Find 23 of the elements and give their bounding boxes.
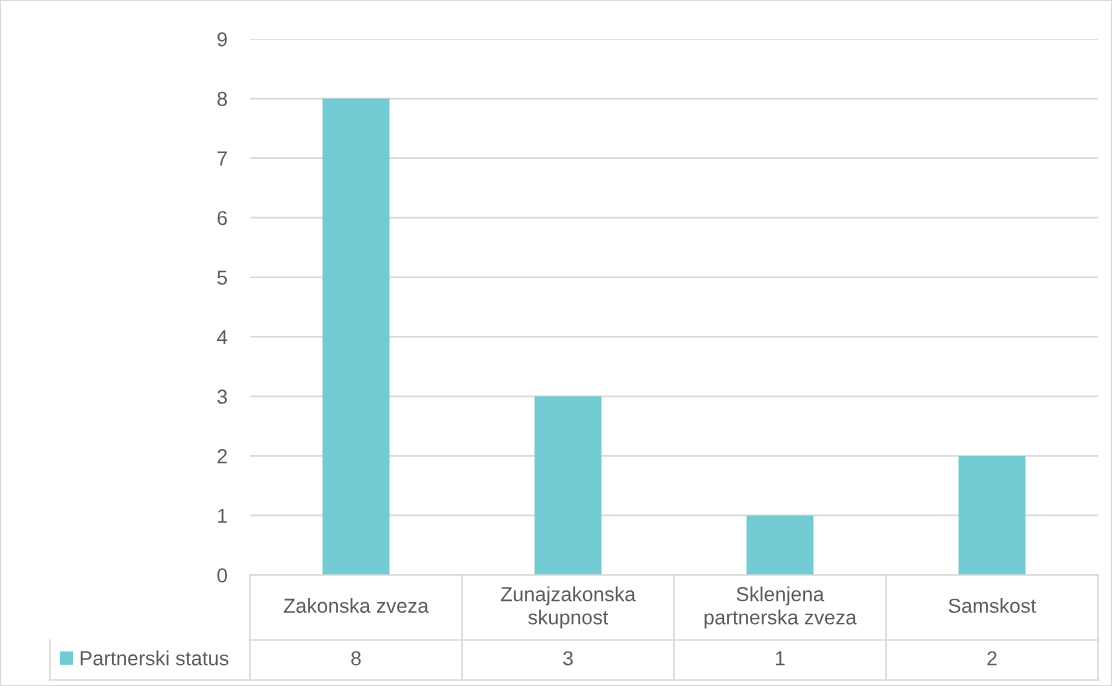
x-tick-label: Zakonska zveza bbox=[283, 598, 429, 613]
x-tick-label: Samskost bbox=[948, 598, 1037, 613]
x-tick-label: Sklenjena partnerska zveza bbox=[704, 586, 857, 629]
y-tick-label: 8 bbox=[217, 91, 227, 107]
y-tick-label: 1 bbox=[218, 508, 227, 523]
data-label: 1 bbox=[775, 651, 785, 666]
y-tick-label: 7 bbox=[217, 151, 227, 166]
y-tick-label: 0 bbox=[217, 568, 227, 583]
y-tick-label: 9 bbox=[217, 32, 227, 47]
y-tick-label: 3 bbox=[217, 389, 227, 404]
data-label: 3 bbox=[563, 651, 573, 666]
bar bbox=[322, 98, 390, 575]
y-tick-label: 6 bbox=[217, 210, 227, 226]
bar bbox=[746, 515, 814, 575]
x-tick-label: Zunajzakonska skupnost bbox=[500, 586, 636, 629]
data-label: 2 bbox=[987, 651, 997, 666]
y-tick-label: 4 bbox=[217, 330, 228, 345]
data-label: 8 bbox=[351, 651, 361, 666]
bar bbox=[958, 455, 1026, 575]
bar bbox=[534, 396, 602, 575]
legend-label: Partnerski status bbox=[80, 650, 229, 666]
y-tick-label: 2 bbox=[217, 449, 227, 464]
y-tick-label: 5 bbox=[217, 270, 227, 285]
